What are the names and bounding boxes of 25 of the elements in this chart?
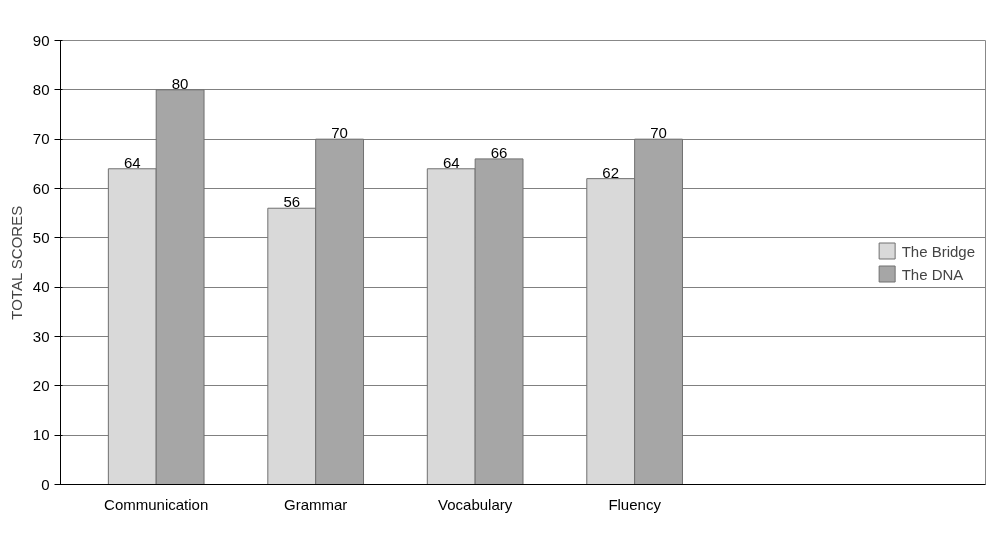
x-tick-label: Vocabulary	[438, 495, 513, 513]
y-tick-label: 80	[32, 80, 50, 98]
x-tick-label: Fluency	[608, 495, 662, 513]
x-tick-label: Grammar	[284, 495, 348, 513]
y-tick-label: 0	[41, 475, 50, 493]
y-tick-label: 40	[32, 278, 50, 296]
data-label: 80	[171, 74, 189, 92]
y-axis-title: TOTAL SCORES	[7, 205, 25, 320]
data-label: 56	[283, 193, 301, 211]
y-tick-label: 90	[32, 31, 50, 49]
y-tick-label: 10	[32, 426, 50, 444]
legend-label: The Bridge	[901, 242, 975, 259]
x-tick-label: Communication	[104, 495, 209, 513]
data-label: 64	[123, 153, 141, 171]
y-tick-label: 30	[32, 327, 50, 345]
data-label: 64	[442, 153, 460, 171]
legend-label: The DNA	[901, 265, 964, 282]
data-label: 66	[490, 143, 508, 161]
data-label: 70	[331, 124, 348, 142]
y-tick-label: 60	[32, 179, 50, 197]
data-label: 62	[602, 163, 620, 181]
y-tick-label: 50	[32, 228, 50, 246]
y-tick-label: 20	[32, 376, 50, 394]
data-label: 70	[650, 124, 667, 142]
y-tick-label: 70	[32, 130, 50, 148]
